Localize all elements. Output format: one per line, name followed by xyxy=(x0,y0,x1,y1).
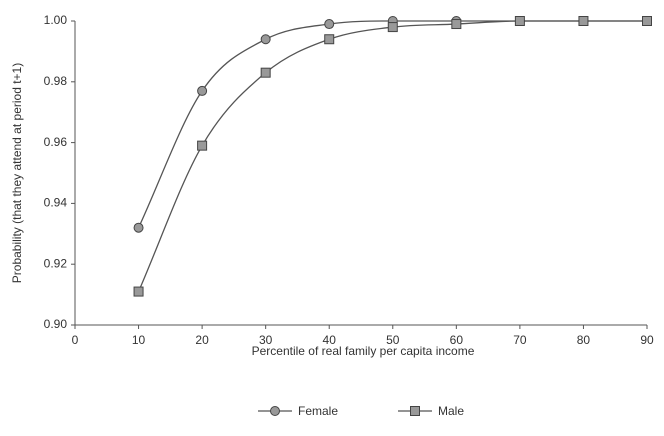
y-tick-label: 0.96 xyxy=(44,135,68,149)
x-tick-label: 30 xyxy=(259,333,273,347)
x-tick-label: 10 xyxy=(132,333,146,347)
x-tick-label: 50 xyxy=(386,333,400,347)
series-line xyxy=(137,20,647,228)
x-tick-label: 60 xyxy=(450,333,464,347)
x-tick-label: 70 xyxy=(513,333,527,347)
point xyxy=(387,22,398,33)
y-tick-label: 0.94 xyxy=(44,196,68,210)
point xyxy=(578,16,589,26)
point xyxy=(451,19,462,30)
y-tick-label: 0.98 xyxy=(44,74,68,88)
point xyxy=(324,34,335,45)
x-tick-label: 20 xyxy=(195,333,209,347)
point xyxy=(260,34,271,45)
point xyxy=(260,67,271,78)
legend-label: Male xyxy=(438,404,464,418)
y-tick-label: 0.90 xyxy=(44,317,68,331)
x-tick-label: 90 xyxy=(640,333,654,347)
point xyxy=(197,85,208,96)
y-axis-label: Probability (that they attend at period … xyxy=(10,63,24,283)
x-tick-label: 0 xyxy=(72,333,79,347)
x-tick-label: 80 xyxy=(577,333,591,347)
point xyxy=(133,286,144,297)
point xyxy=(642,16,652,26)
point xyxy=(514,16,525,26)
point xyxy=(197,140,208,151)
x-tick-label: 40 xyxy=(323,333,337,347)
point xyxy=(324,19,335,30)
y-tick-label: 1.00 xyxy=(44,13,68,27)
y-tick-label: 0.92 xyxy=(44,256,68,270)
legend-label: Female xyxy=(298,404,338,418)
x-axis-label: Percentile of real family per capita inc… xyxy=(252,344,475,358)
legend-marker xyxy=(270,406,280,416)
legend-marker xyxy=(410,406,420,416)
point xyxy=(133,222,144,233)
series-line xyxy=(137,20,647,292)
